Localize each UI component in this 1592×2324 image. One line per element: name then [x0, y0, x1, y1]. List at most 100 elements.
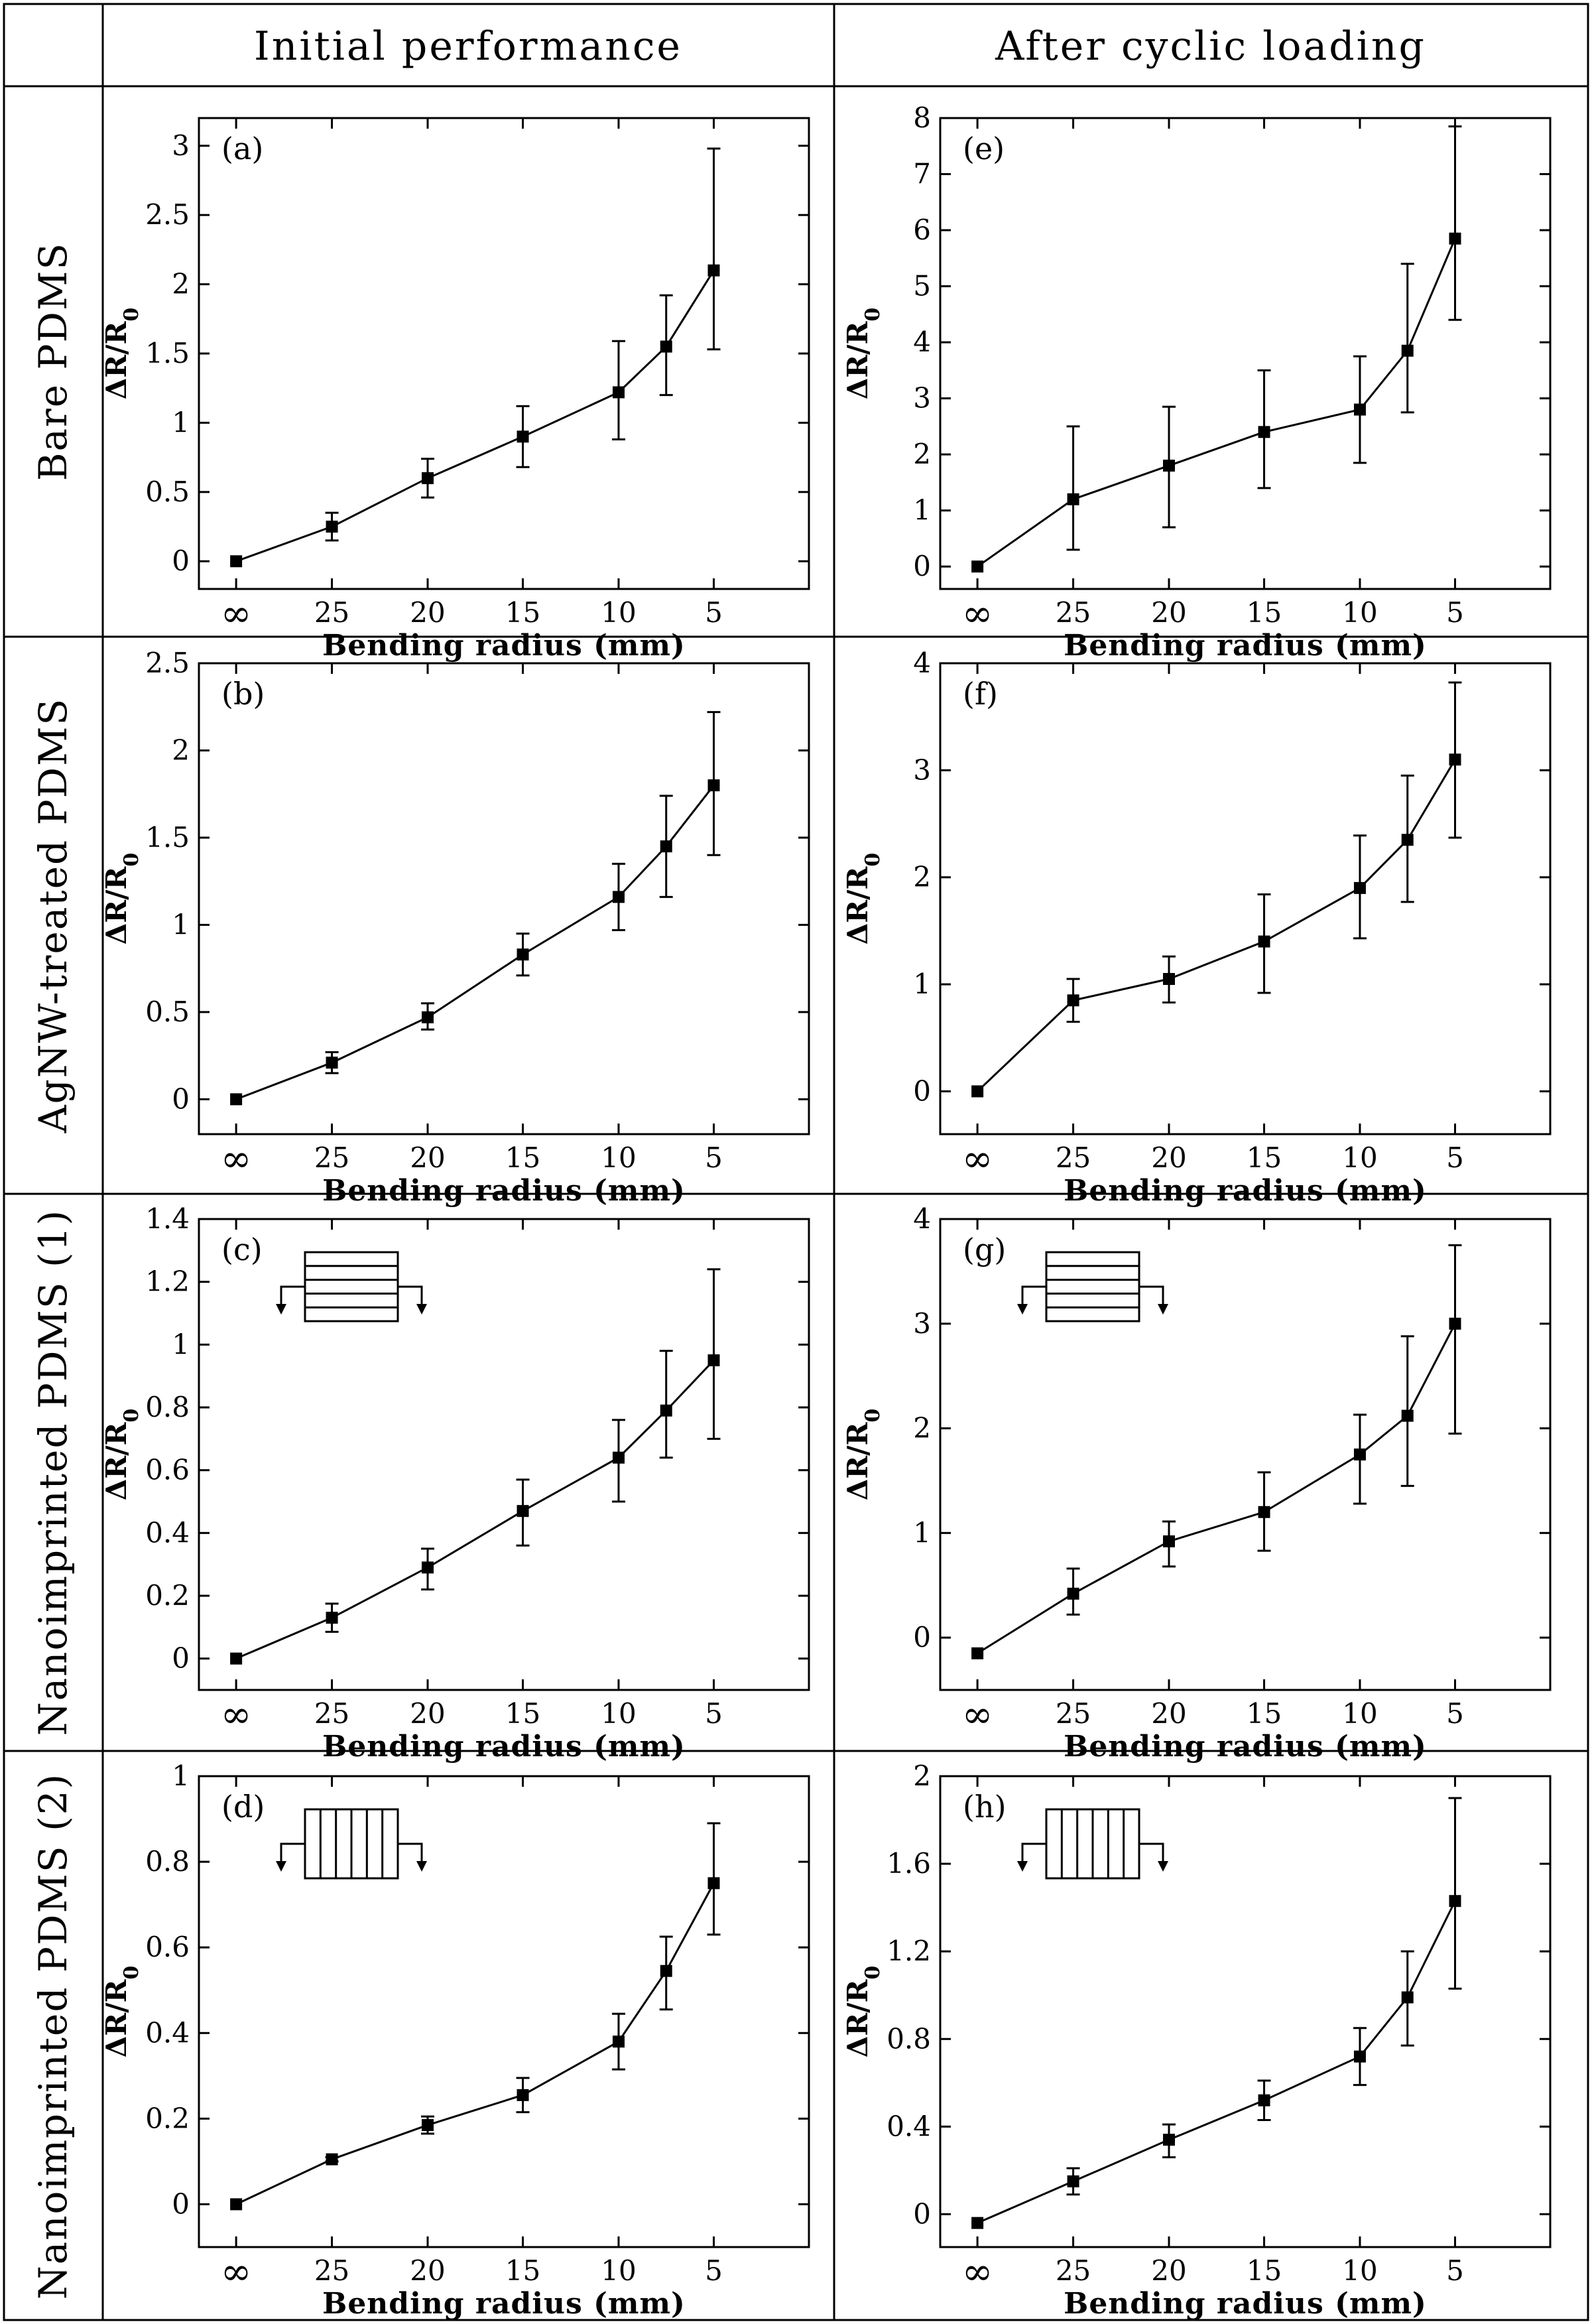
data-point	[1449, 1317, 1461, 1330]
plot-frame	[939, 1218, 1552, 1691]
data-point	[1401, 1991, 1414, 2004]
data-point	[1067, 2175, 1079, 2187]
x-tick-label: 15	[505, 2254, 540, 2287]
y-tick-label: 3	[913, 1307, 931, 1340]
bend-arrowhead-right	[1158, 1304, 1168, 1315]
x-tick-label: 25	[1056, 1141, 1091, 1174]
y-tick-label: 0.6	[145, 1454, 190, 1486]
bend-arrowhead-left	[276, 1861, 286, 1872]
y-tick-label: 0	[913, 2197, 931, 2230]
data-point	[517, 948, 529, 961]
plot-frame	[939, 1775, 1552, 2248]
data-point	[971, 1085, 984, 1098]
y-tick-label: 1	[913, 494, 931, 527]
x-tick-label: ∞	[221, 1693, 252, 1736]
data-point	[1067, 493, 1079, 505]
bend-arrowhead-left	[1017, 1304, 1028, 1315]
y-tick-label: 1.6	[887, 1847, 931, 1880]
data-point	[1353, 2050, 1366, 2063]
x-tick-label: ∞	[221, 2250, 252, 2293]
y-tick-label: 2	[913, 1412, 931, 1445]
row-label-agnw-pdms: AgNW-treated PDMS	[31, 698, 76, 1134]
y-tick-label: 2.5	[145, 198, 190, 231]
y-tick-label: 1	[913, 1516, 931, 1549]
y-tick-label: 1.2	[887, 1935, 931, 1967]
data-point	[707, 1877, 720, 1890]
panel-label: (e)	[963, 131, 1005, 166]
data-point	[326, 1057, 338, 1069]
y-tick-label: 0.2	[145, 2102, 190, 2134]
x-axis-label: Bending radius (mm)	[1064, 629, 1427, 663]
inset-vertical-grating-icon	[276, 1808, 427, 1880]
column-header-initial: Initial performance	[254, 23, 682, 70]
x-tick-label: 25	[1056, 2254, 1091, 2287]
data-point	[971, 560, 984, 573]
bend-arrow-left	[1021, 1842, 1046, 1864]
x-tick-label: 15	[1247, 1697, 1282, 1730]
x-tick-label: ∞	[221, 592, 252, 635]
x-tick-label: ∞	[962, 592, 993, 635]
data-point	[707, 264, 720, 277]
x-tick-label: 10	[601, 596, 636, 629]
data-point	[1163, 2134, 1175, 2146]
y-tick-label: 0.4	[887, 2110, 931, 2142]
chart-panel-h: 0 0.4 0.8 1.2 1.6 2 ∞ 25 20 15 10 5 Bending radius (…	[841, 1760, 1552, 2321]
y-tick-label: 1.2	[145, 1265, 190, 1298]
y-tick-label: 3	[913, 382, 931, 415]
series-line	[977, 1323, 1456, 1655]
y-tick-label: 0	[172, 545, 190, 577]
chart-panel-d: 0 0.2 0.4 0.6 0.8 1 ∞ 25 20 15 10 5 Bending radius (…	[100, 1760, 810, 2321]
x-tick-label: 5	[1446, 596, 1464, 629]
chart-panel-f: 0 1 2 3 4 ∞ 25 20 15 10 5 Bending radius (mm) ΔR/R0 (…	[841, 647, 1552, 1208]
panel-label: (g)	[963, 1232, 1006, 1267]
x-axis-label: Bending radius (mm)	[322, 2287, 686, 2321]
data-point	[1401, 834, 1414, 846]
y-tick-label: 2	[913, 861, 931, 893]
x-tick-label: ∞	[962, 2250, 993, 2293]
x-axis-label: Bending radius (mm)	[322, 1174, 686, 1208]
data-point	[517, 2089, 529, 2101]
inset-vertical-grating-icon	[1017, 1808, 1168, 1880]
data-point	[326, 2153, 338, 2165]
table-grid	[3, 3, 1589, 2321]
data-point	[1401, 344, 1414, 357]
data-point	[517, 430, 529, 443]
x-tick-label: 10	[1342, 2254, 1377, 2287]
y-axis-label: ΔR/R0	[100, 1966, 143, 2058]
data-point	[1449, 753, 1461, 766]
bend-arrowhead-right	[416, 1861, 427, 1872]
data-point	[1163, 1535, 1175, 1547]
bend-arrowhead-right	[416, 1304, 427, 1315]
y-tick-label: 0.8	[887, 2022, 931, 2055]
x-tick-label: 5	[705, 1141, 723, 1174]
x-tick-label: 25	[314, 1697, 349, 1730]
y-tick-label: 1.5	[145, 821, 190, 854]
x-tick-label: 15	[1247, 596, 1282, 629]
x-tick-label: 5	[1446, 1697, 1464, 1730]
y-tick-label: 0	[913, 1074, 931, 1107]
x-tick-label: 25	[314, 2254, 349, 2287]
y-tick-label: 2	[913, 1760, 931, 1792]
y-tick-label: 0	[172, 1082, 190, 1115]
x-tick-label: 10	[1342, 596, 1377, 629]
y-tick-label: 1.5	[145, 337, 190, 369]
panel-label: (h)	[963, 1789, 1007, 1825]
data-point	[230, 2198, 243, 2211]
x-axis-label: Bending radius (mm)	[1064, 1730, 1427, 1764]
bend-arrowhead-left	[276, 1304, 286, 1315]
data-point	[422, 1011, 434, 1023]
data-point	[1353, 403, 1366, 416]
y-tick-label: 0.4	[145, 1516, 190, 1549]
data-point	[1067, 994, 1079, 1007]
data-point	[612, 1451, 625, 1464]
y-axis-label: ΔR/R0	[100, 308, 143, 400]
y-tick-label: 1	[913, 968, 931, 1000]
chart-panel-g: 0 1 2 3 4 ∞ 25 20 15 10 5 Bending radius (mm) ΔR/R0 (…	[841, 1202, 1552, 1764]
x-tick-label: 10	[601, 2254, 636, 2287]
bend-arrow-left	[280, 1285, 305, 1307]
plot-frame	[198, 1775, 810, 2248]
data-point	[422, 1561, 434, 1574]
x-tick-label: 20	[410, 1141, 445, 1174]
data-point	[1353, 1449, 1366, 1460]
